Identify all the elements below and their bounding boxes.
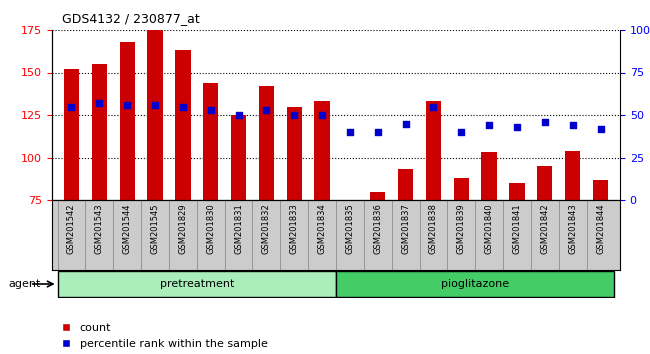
Text: GSM201838: GSM201838 <box>429 204 438 255</box>
Text: GSM201832: GSM201832 <box>262 204 271 254</box>
Point <box>540 119 550 125</box>
Text: GSM201839: GSM201839 <box>457 204 466 254</box>
Bar <box>176 50 190 327</box>
Bar <box>120 42 135 327</box>
Bar <box>426 101 441 327</box>
Text: GSM201841: GSM201841 <box>512 204 521 254</box>
Text: pioglitazone: pioglitazone <box>441 279 510 289</box>
Point <box>567 122 578 128</box>
Text: pretreatment: pretreatment <box>160 279 234 289</box>
Point <box>484 122 495 128</box>
Bar <box>510 183 525 327</box>
Bar <box>58 272 336 297</box>
Text: GSM201842: GSM201842 <box>540 204 549 254</box>
Point <box>344 129 355 135</box>
Point <box>150 102 160 108</box>
Point <box>372 129 383 135</box>
Text: GSM201544: GSM201544 <box>123 204 132 254</box>
Point <box>94 100 105 106</box>
Text: GSM201829: GSM201829 <box>178 204 187 254</box>
Bar <box>537 166 552 327</box>
Text: GDS4132 / 230877_at: GDS4132 / 230877_at <box>62 12 200 25</box>
Bar <box>203 83 218 327</box>
Text: GSM201831: GSM201831 <box>234 204 243 254</box>
Text: GSM201543: GSM201543 <box>95 204 104 254</box>
Point <box>400 121 411 126</box>
Point <box>233 112 244 118</box>
Text: GSM201844: GSM201844 <box>596 204 605 254</box>
Point <box>261 107 272 113</box>
Bar <box>231 115 246 327</box>
Text: GSM201833: GSM201833 <box>290 204 299 255</box>
Bar <box>315 101 330 327</box>
Bar <box>259 86 274 327</box>
Point <box>289 112 300 118</box>
Bar <box>148 30 162 327</box>
Point <box>122 102 133 108</box>
Bar <box>343 200 358 327</box>
Point <box>456 129 467 135</box>
Text: GSM201542: GSM201542 <box>67 204 76 254</box>
Point <box>512 124 522 130</box>
Text: GSM201836: GSM201836 <box>373 204 382 255</box>
Point <box>428 104 439 109</box>
Text: GSM201545: GSM201545 <box>151 204 159 254</box>
Text: GSM201834: GSM201834 <box>318 204 326 254</box>
Point <box>317 112 328 118</box>
Text: GSM201835: GSM201835 <box>345 204 354 254</box>
Point <box>595 126 606 131</box>
Bar <box>565 151 580 327</box>
Text: GSM201840: GSM201840 <box>485 204 493 254</box>
Text: GSM201837: GSM201837 <box>401 204 410 255</box>
Bar <box>370 192 385 327</box>
Point <box>177 104 188 109</box>
Text: GSM201830: GSM201830 <box>206 204 215 254</box>
Bar <box>64 69 79 327</box>
Text: GSM201843: GSM201843 <box>568 204 577 254</box>
Bar <box>92 64 107 327</box>
Legend: count, percentile rank within the sample: count, percentile rank within the sample <box>58 319 272 353</box>
Point <box>205 107 216 113</box>
Text: agent: agent <box>8 279 40 289</box>
Bar <box>593 179 608 327</box>
Bar <box>336 272 614 297</box>
Bar <box>398 170 413 327</box>
Bar <box>287 107 302 327</box>
Bar <box>454 178 469 327</box>
Bar <box>482 153 497 327</box>
Point <box>66 104 77 109</box>
